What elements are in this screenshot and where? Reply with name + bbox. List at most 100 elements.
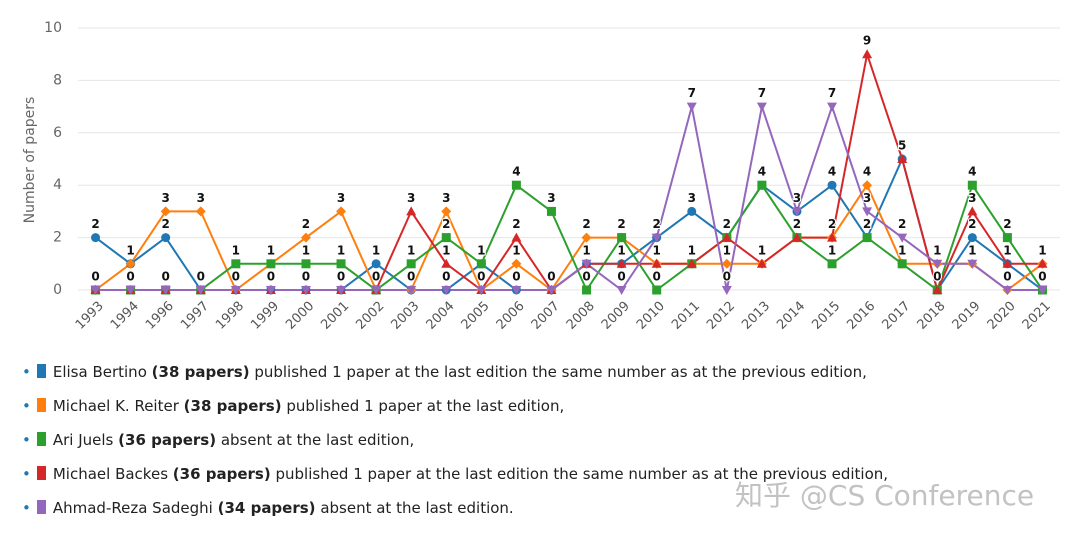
legend-item: • Elisa Bertino (38 papers) published 1 p… bbox=[22, 358, 888, 392]
data-point bbox=[932, 259, 943, 269]
data-point bbox=[1002, 286, 1013, 295]
data-point bbox=[1002, 233, 1012, 243]
data-point bbox=[827, 232, 838, 242]
data-label: 1 bbox=[512, 243, 520, 257]
x-tick-label: 2002 bbox=[353, 299, 387, 333]
data-point bbox=[441, 206, 452, 217]
x-tick-label: 2003 bbox=[388, 299, 422, 333]
data-label: 7 bbox=[688, 86, 696, 100]
data-label: 2 bbox=[652, 217, 660, 231]
y-axis-label: Number of papers bbox=[22, 97, 38, 224]
data-point bbox=[791, 232, 802, 242]
data-label: 2 bbox=[652, 217, 660, 231]
x-tick-label: 2014 bbox=[774, 299, 808, 333]
data-point bbox=[511, 232, 522, 242]
data-label: 1 bbox=[1003, 243, 1011, 257]
data-point bbox=[686, 102, 697, 112]
data-point bbox=[476, 259, 486, 269]
data-label: 2 bbox=[723, 217, 731, 231]
data-point bbox=[897, 233, 908, 243]
data-label: 2 bbox=[793, 217, 801, 231]
legend-item: • Ahmad-Reza Sadeghi (34 papers) absent a… bbox=[22, 494, 888, 528]
data-point bbox=[125, 258, 136, 269]
legend-name: Michael Backes bbox=[52, 465, 169, 483]
data-label: 0 bbox=[267, 270, 275, 284]
data-label: 1 bbox=[1038, 243, 1046, 257]
data-label: 2 bbox=[863, 217, 871, 231]
legend-note: published 1 paper at the last edition th… bbox=[275, 465, 889, 483]
data-label: 1 bbox=[372, 243, 380, 257]
legend-count: (34 papers) bbox=[217, 499, 316, 517]
data-label: 2 bbox=[723, 217, 731, 231]
data-point bbox=[546, 206, 556, 216]
x-tick-label: 2016 bbox=[844, 299, 878, 333]
data-label: 0 bbox=[477, 270, 485, 284]
x-tick-label: 2013 bbox=[739, 299, 773, 333]
data-label: 2 bbox=[723, 217, 731, 231]
series-line bbox=[95, 102, 1043, 292]
data-label: 0 bbox=[547, 270, 555, 284]
data-point bbox=[686, 258, 697, 268]
data-label: 2 bbox=[828, 217, 836, 231]
legend-count: (38 papers) bbox=[183, 397, 282, 415]
data-label: 2 bbox=[91, 217, 99, 231]
x-tick-label: 2006 bbox=[494, 299, 528, 333]
data-label: 1 bbox=[688, 243, 696, 257]
data-label: 0 bbox=[407, 270, 415, 284]
data-label: 2 bbox=[968, 217, 976, 231]
data-label: 0 bbox=[197, 270, 205, 284]
data-point bbox=[862, 180, 873, 191]
data-label: 1 bbox=[582, 243, 590, 257]
data-point bbox=[616, 258, 627, 268]
legend-name: Ahmad-Reza Sadeghi bbox=[52, 499, 213, 517]
data-point bbox=[862, 233, 872, 243]
data-label: 2 bbox=[617, 217, 625, 231]
data-point bbox=[511, 258, 522, 269]
x-tick-label: 2005 bbox=[459, 299, 493, 333]
legend-count: (36 papers) bbox=[118, 431, 217, 449]
data-point bbox=[91, 233, 101, 243]
x-tick-label: 1998 bbox=[213, 299, 247, 333]
data-label: 1 bbox=[126, 243, 134, 257]
legend-item: • Michael Backes (36 papers) published 1 … bbox=[22, 460, 888, 494]
data-point bbox=[756, 258, 767, 268]
legend-note: absent at the last edition. bbox=[320, 499, 514, 517]
data-point bbox=[90, 286, 101, 295]
data-label: 3 bbox=[968, 191, 976, 205]
data-label: 2 bbox=[1003, 217, 1011, 231]
data-point bbox=[406, 206, 417, 216]
data-label: 1 bbox=[442, 243, 450, 257]
data-point bbox=[195, 206, 206, 217]
data-label: 0 bbox=[126, 270, 134, 284]
data-point bbox=[195, 286, 206, 295]
data-label: 1 bbox=[652, 243, 660, 257]
legend-name: Ari Juels bbox=[52, 431, 114, 449]
data-label: 0 bbox=[723, 270, 731, 284]
data-point bbox=[616, 286, 627, 295]
data-label: 2 bbox=[898, 217, 906, 231]
data-label: 0 bbox=[477, 270, 485, 284]
data-label: 0 bbox=[372, 270, 380, 284]
x-tick-label: 2000 bbox=[283, 299, 317, 333]
data-label: 4 bbox=[828, 165, 836, 179]
data-label: 2 bbox=[442, 217, 450, 231]
legend-count: (38 papers) bbox=[151, 363, 250, 381]
data-point bbox=[160, 206, 171, 217]
data-label: 0 bbox=[617, 270, 625, 284]
data-point bbox=[511, 286, 522, 295]
data-point bbox=[476, 286, 487, 295]
data-label: 3 bbox=[197, 191, 205, 205]
data-label: 0 bbox=[652, 270, 660, 284]
bullet: • bbox=[22, 397, 31, 415]
data-label: 0 bbox=[1003, 270, 1011, 284]
data-point bbox=[300, 286, 311, 295]
legend-note: published 1 paper at the last edition, bbox=[286, 397, 565, 415]
watermark: 知乎 @CS Conference bbox=[735, 479, 1035, 512]
y-tick-label: 10 bbox=[44, 20, 62, 36]
data-point bbox=[546, 286, 557, 295]
data-label: 1 bbox=[758, 243, 766, 257]
data-label: 0 bbox=[442, 270, 450, 284]
data-label: 1 bbox=[758, 243, 766, 257]
x-tick-label: 2001 bbox=[318, 299, 352, 333]
data-point bbox=[862, 49, 873, 59]
